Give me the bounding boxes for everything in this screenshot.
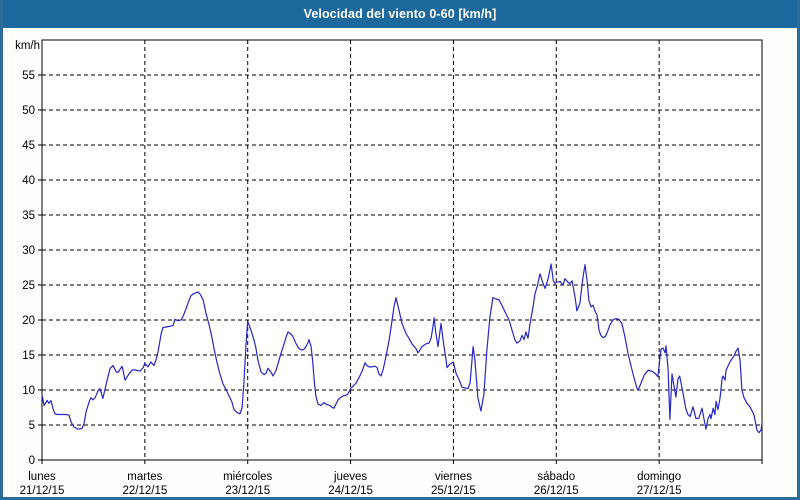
chart-title: Velocidad del viento 0-60 [km/h] bbox=[303, 7, 497, 21]
plot-frame bbox=[41, 39, 763, 461]
x-date-label: 24/12/15 bbox=[328, 485, 373, 497]
y-tick-label: 35 bbox=[22, 210, 35, 222]
y-tick-label: 45 bbox=[22, 140, 35, 152]
y-tick-label: 50 bbox=[22, 105, 35, 117]
x-day-label: jueves bbox=[333, 471, 367, 483]
x-day-label: martes bbox=[127, 471, 162, 483]
x-date-label: 22/12/15 bbox=[122, 485, 167, 497]
y-tick-label: 20 bbox=[22, 315, 35, 327]
chart-canvas: 0 5 10 15 20 25 30 35 40 45 50 55 km/h lunes 21/12/15 m… bbox=[15, 39, 763, 497]
x-day-label: sábado bbox=[537, 471, 575, 483]
wind-speed-line bbox=[41, 263, 763, 434]
y-tick-label: 25 bbox=[22, 280, 35, 292]
y-tick-label: 0 bbox=[29, 455, 35, 467]
y-tick-label: 55 bbox=[22, 70, 35, 82]
y-tick-label: 40 bbox=[22, 175, 35, 187]
y-axis-unit-label: km/h bbox=[15, 40, 40, 52]
y-tick-label: 10 bbox=[22, 385, 35, 397]
x-day-label: lunes bbox=[28, 471, 56, 483]
x-date-label: 27/12/15 bbox=[637, 485, 682, 497]
title-bar: Velocidad del viento 0-60 [km/h] bbox=[3, 0, 797, 28]
y-tick-label: 30 bbox=[22, 245, 35, 257]
y-tick-label: 15 bbox=[22, 350, 35, 362]
x-date-label: 25/12/15 bbox=[431, 485, 476, 497]
x-date-label: 21/12/15 bbox=[20, 485, 65, 497]
x-day-label: domingo bbox=[637, 471, 681, 483]
x-day-label: viernes bbox=[435, 471, 472, 483]
chart-area: 0 5 10 15 20 25 30 35 40 45 50 55 km/h lunes 21/12/15 m… bbox=[3, 28, 797, 497]
x-day-label: miércoles bbox=[223, 471, 272, 483]
x-date-label: 23/12/15 bbox=[225, 485, 270, 497]
y-tick-label: 5 bbox=[29, 420, 35, 432]
x-date-label: 26/12/15 bbox=[534, 485, 579, 497]
